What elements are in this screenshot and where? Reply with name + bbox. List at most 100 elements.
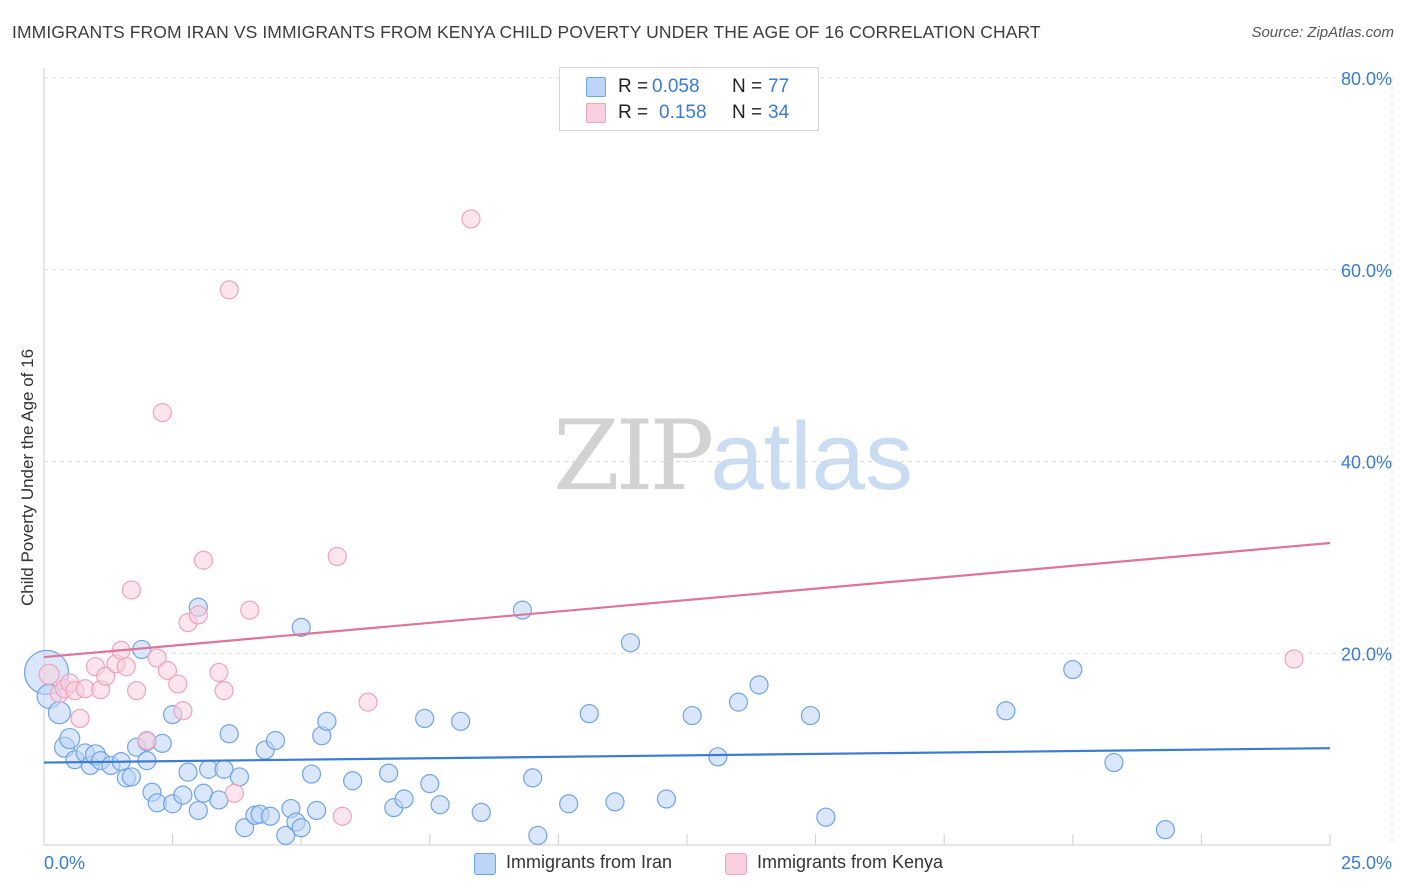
iran-point <box>47 701 72 725</box>
iran-point <box>559 794 579 814</box>
iran-point <box>682 705 702 726</box>
x-tick-label: 0.0% <box>44 853 85 873</box>
kenya-point <box>193 550 214 570</box>
iran-point <box>512 600 532 620</box>
tick-labels: 20.0% 40.0% 60.0% 80.0% 0.0% 25.0% <box>44 69 1392 873</box>
iran-point <box>523 768 543 788</box>
legend-kenya-swatch <box>725 853 747 875</box>
iran-point <box>219 724 239 744</box>
iran-point <box>620 633 641 653</box>
kenya-point <box>214 681 234 701</box>
iran-point <box>260 806 280 826</box>
iran-r-label: R = <box>618 76 649 97</box>
iran-point <box>656 789 677 809</box>
data-points <box>23 209 1304 846</box>
x-tick-label: 25.0% <box>1341 853 1392 873</box>
iran-point <box>188 800 208 821</box>
kenya-point <box>219 280 239 300</box>
y-tick-label: 60.0% <box>1341 261 1392 281</box>
iran-point <box>816 807 836 827</box>
watermark: ZIPatlas <box>553 400 913 512</box>
series-legend: Immigrants from Iran Immigrants from Ken… <box>0 852 1406 878</box>
iran-point <box>605 792 625 812</box>
chart-title: IMMIGRANTS FROM IRAN VS IMMIGRANTS FROM … <box>12 22 1041 42</box>
kenya-point <box>96 666 116 686</box>
kenya-point <box>461 209 481 229</box>
iran-point <box>996 701 1016 721</box>
kenya-point <box>70 708 90 729</box>
correlation-legend: R = 0.058 N = 77 R = 0.158 N = 34 <box>559 67 819 131</box>
kenya-point <box>173 701 193 721</box>
iran-point <box>451 711 471 731</box>
iran-n-value: 77 <box>768 76 790 97</box>
iran-point <box>749 675 769 695</box>
axes <box>43 68 1331 846</box>
kenya-r-label: R = <box>618 102 649 123</box>
legend-iran-swatch <box>474 853 496 875</box>
iran-point <box>178 762 198 782</box>
iran-point <box>121 767 142 787</box>
kenya-point <box>209 662 229 683</box>
kenya-point <box>224 783 244 803</box>
iran-point <box>1155 820 1175 840</box>
kenya-point <box>1284 649 1304 669</box>
legend-kenya-label: Immigrants from Kenya <box>757 852 944 872</box>
kenya-swatch <box>586 103 606 123</box>
iran-point <box>379 763 399 783</box>
iran-trend-line <box>43 747 1331 764</box>
iran-point <box>430 795 450 815</box>
y-tick-label: 20.0% <box>1341 644 1392 664</box>
kenya-point <box>126 681 147 701</box>
iran-point <box>1104 752 1124 773</box>
iran-point <box>317 711 337 731</box>
grid-lines <box>44 77 1393 845</box>
iran-point <box>301 764 322 784</box>
iran-point <box>59 727 81 750</box>
source-credit: Source: ZipAtlas.com <box>1251 24 1394 41</box>
kenya-n-value: 34 <box>768 102 790 123</box>
iran-point <box>291 818 311 838</box>
kenya-point <box>332 806 352 826</box>
iran-point <box>265 730 286 751</box>
kenya-point <box>327 546 347 567</box>
iran-point <box>229 767 250 787</box>
iran-point <box>235 818 255 838</box>
iran-n-label: N = <box>732 76 763 97</box>
kenya-point <box>147 648 167 668</box>
iran-point <box>708 747 728 767</box>
kenya-point <box>157 660 178 681</box>
kenya-r-value: 0.158 <box>659 102 707 123</box>
iran-point <box>579 704 599 724</box>
iran-point <box>728 692 749 712</box>
kenya-point <box>358 692 378 712</box>
iran-point <box>528 825 548 846</box>
watermark-zip: ZIP <box>553 400 714 512</box>
iran-point <box>800 705 821 726</box>
iran-swatch <box>586 77 606 97</box>
legend-iran-label: Immigrants from Iran <box>506 852 673 872</box>
y-axis-label: Child Poverty Under the Age of 16 <box>18 348 37 606</box>
kenya-point <box>38 663 60 685</box>
iran-point <box>420 774 440 794</box>
iran-point <box>394 789 414 809</box>
watermark-atlas: atlas <box>710 403 913 510</box>
kenya-trend-line <box>43 541 1331 659</box>
kenya-point <box>188 605 208 625</box>
iran-point <box>471 802 491 823</box>
iran-point <box>415 708 435 729</box>
kenya-n-label: N = <box>732 102 763 123</box>
kenya-point <box>121 580 142 600</box>
iran-point <box>291 617 311 637</box>
iran-point <box>307 800 327 821</box>
kenya-point <box>137 730 157 751</box>
iran-point <box>343 771 363 791</box>
y-tick-label: 80.0% <box>1341 69 1392 89</box>
trend-lines <box>43 541 1331 764</box>
iran-point <box>173 785 193 805</box>
iran-r-value: 0.058 <box>652 76 700 97</box>
iran-point <box>1063 659 1083 680</box>
kenya-point <box>152 403 172 423</box>
kenya-point <box>168 674 188 694</box>
kenya-point <box>240 600 260 620</box>
